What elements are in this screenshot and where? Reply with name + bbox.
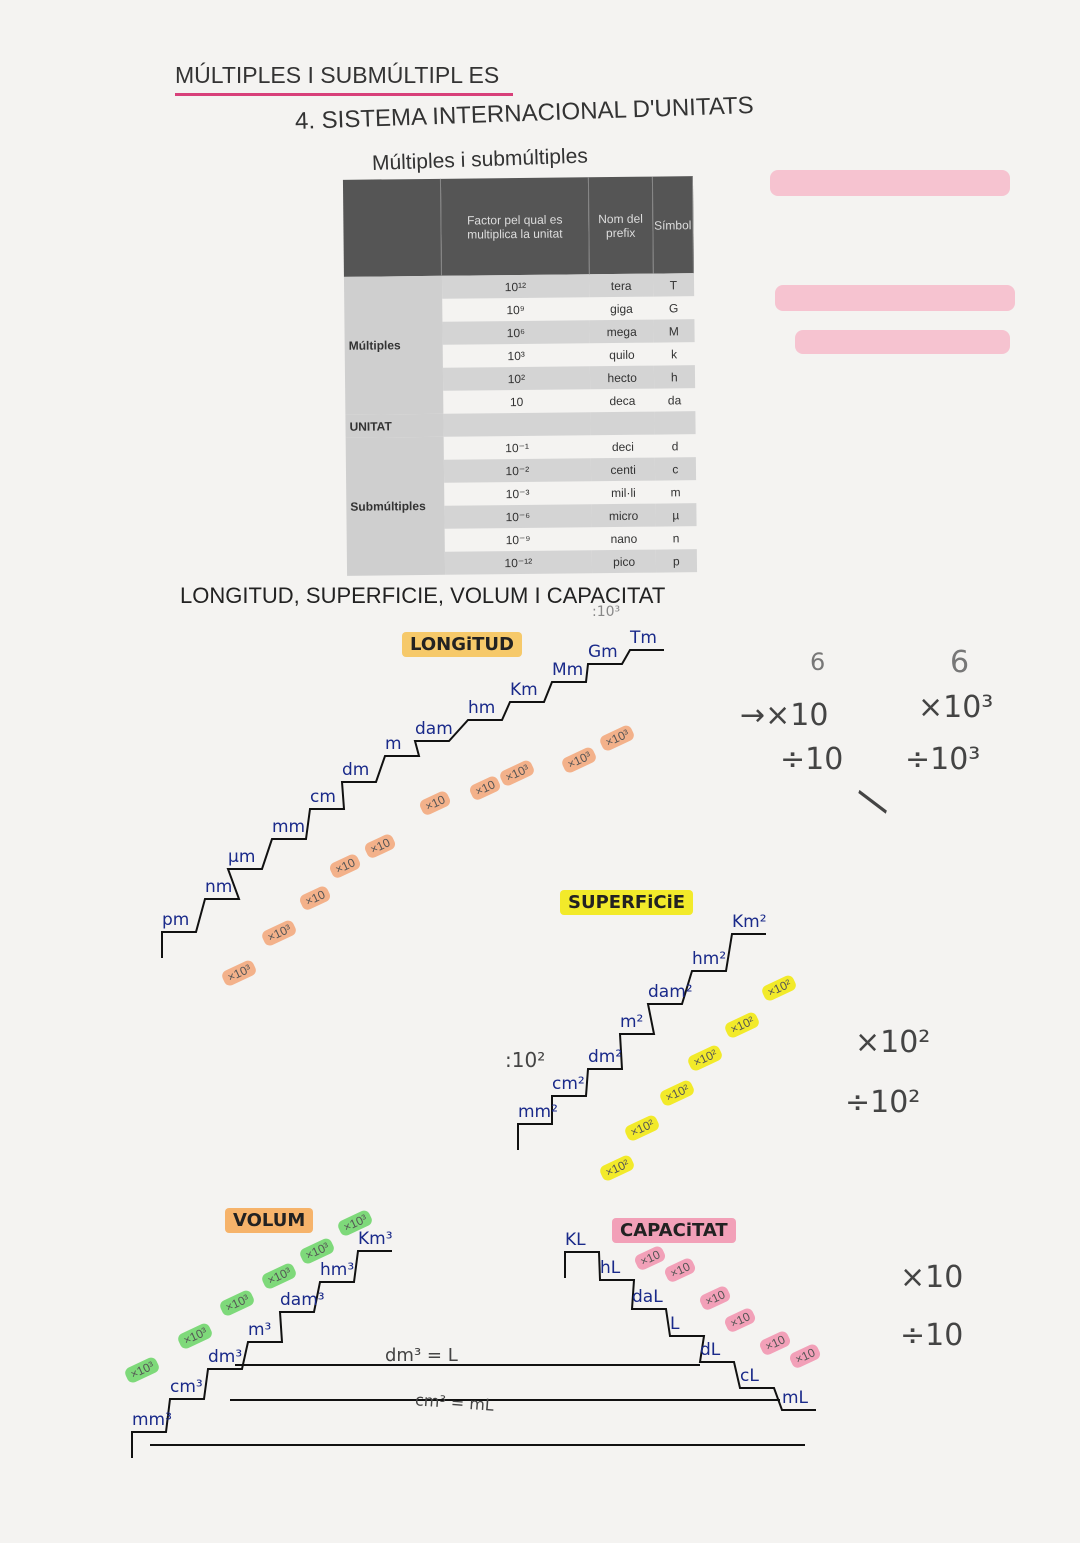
capacitat-label: CAPACiTAT <box>612 1218 736 1243</box>
longitud-unit: Km <box>510 680 538 700</box>
capacitat-unit: cL <box>740 1366 759 1386</box>
superficie-unit: Km² <box>732 912 767 932</box>
capacitat-unit: daL <box>632 1287 663 1307</box>
volum-unit: mm³ <box>132 1410 172 1430</box>
longitud-unit: Gm <box>588 642 618 662</box>
note-div10: ÷10 <box>780 742 844 777</box>
highlight-mark-2 <box>775 285 1015 311</box>
volum-staircase <box>131 1250 392 1458</box>
longitud-unit: hm <box>468 698 496 718</box>
superficie-unit: m² <box>620 1012 644 1032</box>
superficie-unit: hm² <box>692 949 727 969</box>
superficie-unit: cm² <box>552 1074 585 1094</box>
superficie-label: SUPERFiCiE <box>560 890 694 915</box>
longitud-label: LONGiTUD <box>402 632 522 657</box>
volum-eq-dm3-L: dm³ = L <box>385 1345 458 1366</box>
longitud-divide: :10³ <box>592 604 621 620</box>
highlight-mark-1 <box>770 170 1010 196</box>
longitud-staircase <box>161 649 664 958</box>
note-six-2: 6 <box>950 645 970 680</box>
note-div102: ÷10² <box>845 1085 921 1120</box>
volum-unit: hm³ <box>320 1260 355 1280</box>
longitud-unit: mm <box>272 817 306 837</box>
capacitat-unit: L <box>670 1314 680 1334</box>
longitud-unit: Mm <box>552 660 584 680</box>
longitud-unit: µm <box>228 847 256 867</box>
longitud-unit: dm <box>342 760 370 780</box>
volum-unit: dm³ <box>208 1347 243 1367</box>
capacitat-unit: KL <box>565 1230 586 1250</box>
longitud-unit: nm <box>205 877 233 897</box>
note-six-1: 6 <box>810 648 826 676</box>
longitud-unit: pm <box>162 910 190 930</box>
section-subtitle: LONGITUD, SUPERFICIE, VOLUM I CAPACITAT <box>180 583 666 608</box>
volum-unit: Km³ <box>358 1229 393 1249</box>
longitud-unit: dam <box>415 719 453 739</box>
note-mul10: →×10 <box>740 698 829 733</box>
superficie-unit: mm² <box>518 1102 558 1122</box>
longitud-unit: Tm <box>630 628 657 648</box>
note-mul103: ×10³ <box>918 690 994 725</box>
volum-unit: m³ <box>248 1320 272 1340</box>
note-mul10b: ×10 <box>900 1260 964 1295</box>
volum-unit: cm³ <box>170 1377 203 1397</box>
volum-label: VOLUM <box>225 1208 314 1233</box>
highlight-mark-3 <box>795 330 1010 354</box>
longitud-unit: cm <box>310 787 336 807</box>
longitud-unit: m <box>385 734 402 754</box>
capacitat-unit: mL <box>782 1388 809 1408</box>
superficie-staircase <box>517 933 766 1150</box>
page-title: MÚLTIPLES I SUBMÚLTIPL ES <box>175 62 513 96</box>
capacitat-unit: hL <box>600 1258 621 1278</box>
superficie-divide: :10² <box>505 1048 546 1072</box>
note-div103: ÷10³ <box>905 742 981 777</box>
note-mul102: ×10² <box>855 1025 931 1060</box>
volum-unit: dam³ <box>280 1290 325 1310</box>
capacitat-staircase <box>564 1251 816 1411</box>
note-div10b: ÷10 <box>900 1318 964 1353</box>
capacitat-unit: dL <box>700 1340 721 1360</box>
superficie-unit: dam² <box>648 982 693 1002</box>
superficie-unit: dm² <box>588 1047 623 1067</box>
